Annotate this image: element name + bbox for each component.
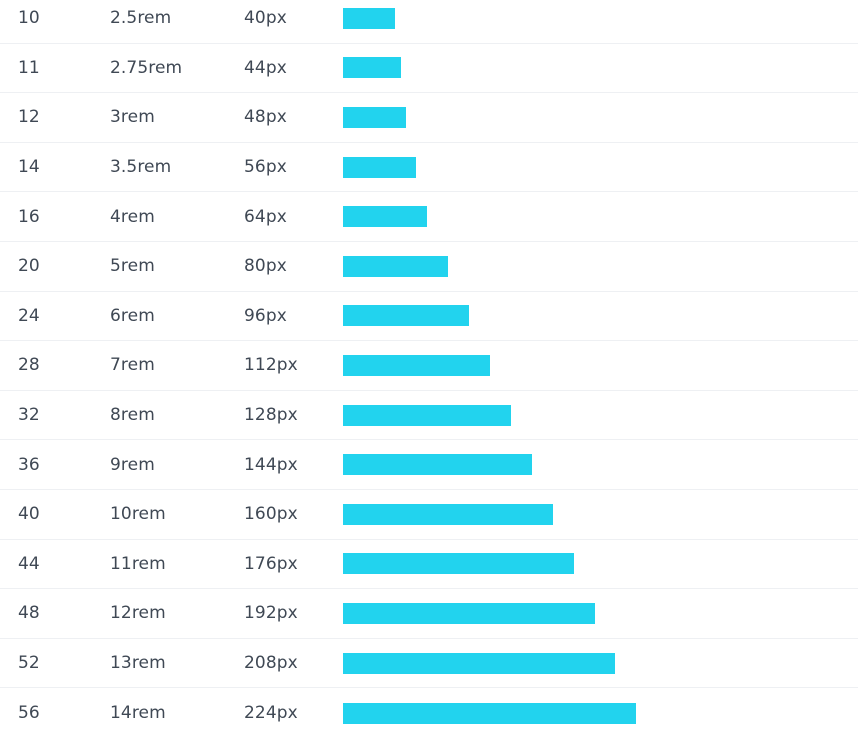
table-row: 14 3.5rem 56px [0, 143, 858, 193]
table-row: 28 7rem 112px [0, 341, 858, 391]
spacing-bar [343, 404, 511, 426]
spacing-preview [343, 44, 401, 93]
spacing-name: 11 [18, 57, 40, 78]
spacing-bar [343, 57, 401, 79]
spacing-pixels: 96px [244, 305, 287, 326]
spacing-name: 16 [18, 206, 40, 227]
spacing-preview [343, 688, 636, 738]
spacing-bar [343, 7, 395, 29]
spacing-bar [343, 454, 532, 476]
spacing-size: 3rem [110, 107, 155, 128]
spacing-name: 56 [18, 703, 40, 724]
table-row: 56 14rem 224px [0, 688, 858, 738]
spacing-pixels: 160px [244, 504, 298, 525]
spacing-name: 24 [18, 305, 40, 326]
spacing-size: 7rem [110, 355, 155, 376]
table-row: 32 8rem 128px [0, 391, 858, 441]
spacing-pixels: 144px [244, 454, 298, 475]
spacing-preview [343, 490, 553, 539]
spacing-pixels: 112px [244, 355, 298, 376]
spacing-size: 2.5rem [110, 8, 172, 29]
spacing-pixels: 192px [244, 603, 298, 624]
spacing-preview [343, 341, 490, 390]
spacing-size: 9rem [110, 454, 155, 475]
table-row: 20 5rem 80px [0, 242, 858, 292]
spacing-bar [343, 156, 416, 178]
spacing-preview [343, 589, 595, 638]
spacing-pixels: 128px [244, 405, 298, 426]
spacing-preview [343, 192, 427, 241]
spacing-name: 12 [18, 107, 40, 128]
spacing-preview [343, 93, 406, 142]
spacing-size: 2.75rem [110, 57, 183, 78]
spacing-size: 12rem [110, 603, 166, 624]
spacing-pixels: 176px [244, 553, 298, 574]
spacing-size: 4rem [110, 206, 155, 227]
spacing-name: 14 [18, 157, 40, 178]
spacing-size: 14rem [110, 703, 166, 724]
table-row: 16 4rem 64px [0, 192, 858, 242]
spacing-pixels: 40px [244, 8, 287, 29]
table-row: 24 6rem 96px [0, 292, 858, 342]
spacing-name: 40 [18, 504, 40, 525]
spacing-size: 5rem [110, 256, 155, 277]
spacing-pixels: 224px [244, 703, 298, 724]
spacing-preview [343, 540, 574, 589]
spacing-name: 48 [18, 603, 40, 624]
table-row: 12 3rem 48px [0, 93, 858, 143]
spacing-pixels: 64px [244, 206, 287, 227]
spacing-bar [343, 206, 427, 228]
spacing-size: 6rem [110, 305, 155, 326]
spacing-name: 52 [18, 653, 40, 674]
table-row: 11 2.75rem 44px [0, 44, 858, 94]
spacing-bar [343, 602, 595, 624]
spacing-name: 36 [18, 454, 40, 475]
spacing-pixels: 56px [244, 157, 287, 178]
table-row: 40 10rem 160px [0, 490, 858, 540]
spacing-bar [343, 553, 574, 575]
spacing-size: 8rem [110, 405, 155, 426]
spacing-preview [343, 440, 532, 489]
spacing-size: 11rem [110, 553, 166, 574]
spacing-name: 44 [18, 553, 40, 574]
spacing-preview [343, 242, 448, 291]
spacing-pixels: 80px [244, 256, 287, 277]
spacing-preview [343, 639, 615, 688]
spacing-name: 20 [18, 256, 40, 277]
spacing-bar [343, 354, 490, 376]
table-row: 10 2.5rem 40px [0, 0, 858, 44]
spacing-preview [343, 292, 469, 341]
spacing-bar [343, 305, 469, 327]
spacing-name: 28 [18, 355, 40, 376]
spacing-bar [343, 503, 553, 525]
spacing-bar [343, 702, 636, 724]
spacing-name: 32 [18, 405, 40, 426]
spacing-bar [343, 652, 615, 674]
table-row: 36 9rem 144px [0, 440, 858, 490]
spacing-preview [343, 391, 511, 440]
spacing-size: 10rem [110, 504, 166, 525]
table-row: 52 13rem 208px [0, 639, 858, 689]
table-row: 44 11rem 176px [0, 540, 858, 590]
spacing-name: 10 [18, 8, 40, 29]
spacing-preview [343, 143, 416, 192]
spacing-size: 13rem [110, 653, 166, 674]
spacing-bar [343, 106, 406, 128]
table-row: 48 12rem 192px [0, 589, 858, 639]
spacing-pixels: 44px [244, 57, 287, 78]
spacing-pixels: 48px [244, 107, 287, 128]
spacing-pixels: 208px [244, 653, 298, 674]
spacing-preview [343, 0, 395, 43]
spacing-bar [343, 255, 448, 277]
spacing-size: 3.5rem [110, 157, 172, 178]
